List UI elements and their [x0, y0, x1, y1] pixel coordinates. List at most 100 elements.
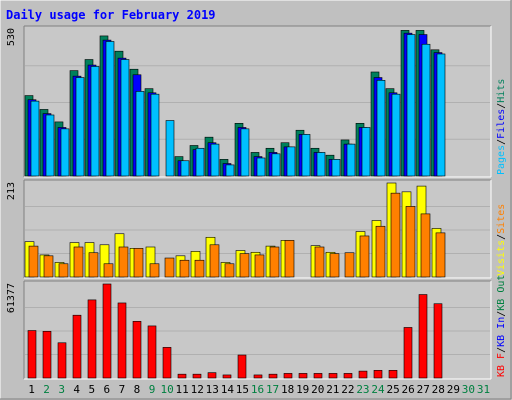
day-label-20: 20 [311, 383, 324, 396]
legend-entry: Files [496, 109, 507, 139]
bar-sites-day-9 [149, 263, 160, 278]
bar-sites-day-16 [254, 254, 265, 278]
chart-title: Daily usage for February 2019 [6, 8, 216, 22]
bar-sites-day-12 [194, 259, 205, 278]
bar-kb-f-day-10 [162, 347, 172, 379]
day-label-9: 9 [149, 383, 156, 396]
bar-pages-day-13 [210, 143, 220, 177]
bar-pages-day-2 [45, 114, 55, 177]
day-label-2: 2 [43, 383, 50, 396]
bar-kb-f-day-27 [418, 294, 428, 379]
day-label-1: 1 [28, 383, 35, 396]
bar-kb-f-day-4 [72, 314, 82, 379]
legend-entry: / [496, 311, 507, 317]
bar-sites-day-26 [405, 206, 416, 278]
bar-sites-day-15 [239, 253, 250, 278]
bar-pages-day-19 [301, 134, 311, 177]
panel-legend: KB F/KB In/KB Out [496, 275, 507, 377]
bar-sites-day-7 [118, 246, 129, 278]
bar-kb-f-day-5 [87, 299, 97, 379]
bar-kb-f-day-11 [177, 373, 187, 379]
bar-pages-day-22 [346, 143, 356, 177]
day-label-5: 5 [88, 383, 95, 396]
bar-kb-f-day-22 [343, 373, 353, 379]
bar-sites-day-2 [43, 255, 54, 278]
day-label-11: 11 [176, 383, 189, 396]
bar-kb-f-day-17 [268, 373, 278, 379]
day-label-4: 4 [73, 383, 80, 396]
bar-sites-day-28 [435, 232, 446, 278]
bar-pages-day-8 [135, 91, 145, 177]
bar-sites-day-3 [58, 263, 69, 278]
day-label-3: 3 [58, 383, 65, 396]
bar-pages-day-28 [436, 53, 446, 177]
bar-kb-f-day-24 [373, 370, 383, 379]
bar-kb-f-day-2 [42, 330, 52, 379]
bar-kb-f-day-20 [313, 373, 323, 379]
bar-pages-day-20 [316, 152, 326, 177]
bar-kb-f-day-25 [388, 370, 398, 379]
bar-sites-day-17 [269, 246, 280, 278]
day-label-16: 16 [251, 383, 264, 396]
bar-pages-day-12 [195, 147, 205, 177]
bar-kb-f-day-21 [328, 373, 338, 379]
bar-sites-day-8 [133, 248, 144, 278]
bar-kb-f-day-19 [298, 373, 308, 379]
bar-kb-f-day-12 [192, 373, 202, 379]
day-label-28: 28 [432, 383, 445, 396]
bar-kb-f-day-13 [207, 372, 217, 379]
bar-pages-day-15 [240, 128, 250, 177]
bar-pages-day-3 [60, 128, 70, 177]
bar-sites-day-22 [344, 252, 355, 278]
bar-pages-day-10 [165, 120, 175, 177]
bar-pages-day-6 [105, 41, 115, 177]
legend-entry: Hits [496, 79, 507, 103]
day-label-19: 19 [296, 383, 309, 396]
day-label-22: 22 [341, 383, 354, 396]
legend-entry: / [496, 103, 507, 109]
bar-sites-day-18 [284, 240, 295, 278]
bar-kb-f-day-15 [237, 354, 247, 379]
bar-pages-day-1 [30, 100, 40, 177]
day-label-31: 31 [477, 383, 490, 396]
bar-pages-day-18 [286, 146, 296, 177]
bar-kb-f-day-9 [147, 325, 157, 379]
day-label-15: 15 [236, 383, 249, 396]
bar-sites-day-20 [314, 246, 325, 278]
bar-kb-f-day-14 [222, 374, 232, 379]
day-label-25: 25 [386, 383, 399, 396]
day-label-21: 21 [326, 383, 339, 396]
day-label-8: 8 [134, 383, 141, 396]
bar-kb-f-day-28 [433, 303, 443, 379]
day-label-18: 18 [281, 383, 294, 396]
day-label-10: 10 [160, 383, 173, 396]
bar-sites-day-24 [375, 225, 386, 278]
legend-entry: / [496, 139, 507, 145]
bar-pages-day-24 [376, 80, 386, 177]
day-label-6: 6 [104, 383, 111, 396]
legend-entry: KB Out [496, 275, 507, 311]
bar-sites-day-13 [209, 244, 220, 278]
bar-pages-day-9 [150, 93, 160, 177]
legend-entry: KB F [496, 353, 507, 377]
chart-panels: 530Pages/Files/Hits213Visits/Sites61377K… [6, 25, 507, 380]
panel-max-label: 213 [6, 182, 17, 200]
panel-visits-sites: 213 Visits/Sites [6, 179, 507, 279]
day-label-30: 30 [462, 383, 475, 396]
day-labels: 1 2 3 4 5 6 7 8 9 10 11 12 13 14 15 16 17 18 19 20 21 22 23 24 2… [28, 383, 490, 396]
bar-sites-day-6 [103, 263, 114, 278]
bar-sites-day-10 [164, 257, 175, 278]
bar-pages-day-7 [120, 59, 130, 177]
bar-pages-day-11 [180, 160, 190, 177]
day-label-14: 14 [221, 383, 235, 396]
bar-kb-f-day-18 [283, 373, 293, 379]
bar-pages-day-14 [225, 164, 235, 177]
bar-kb-f-day-6 [102, 283, 112, 379]
day-label-29: 29 [447, 383, 460, 396]
bar-pages-day-23 [361, 127, 371, 177]
day-label-12: 12 [191, 383, 204, 396]
bar-sites-day-1 [28, 245, 39, 278]
